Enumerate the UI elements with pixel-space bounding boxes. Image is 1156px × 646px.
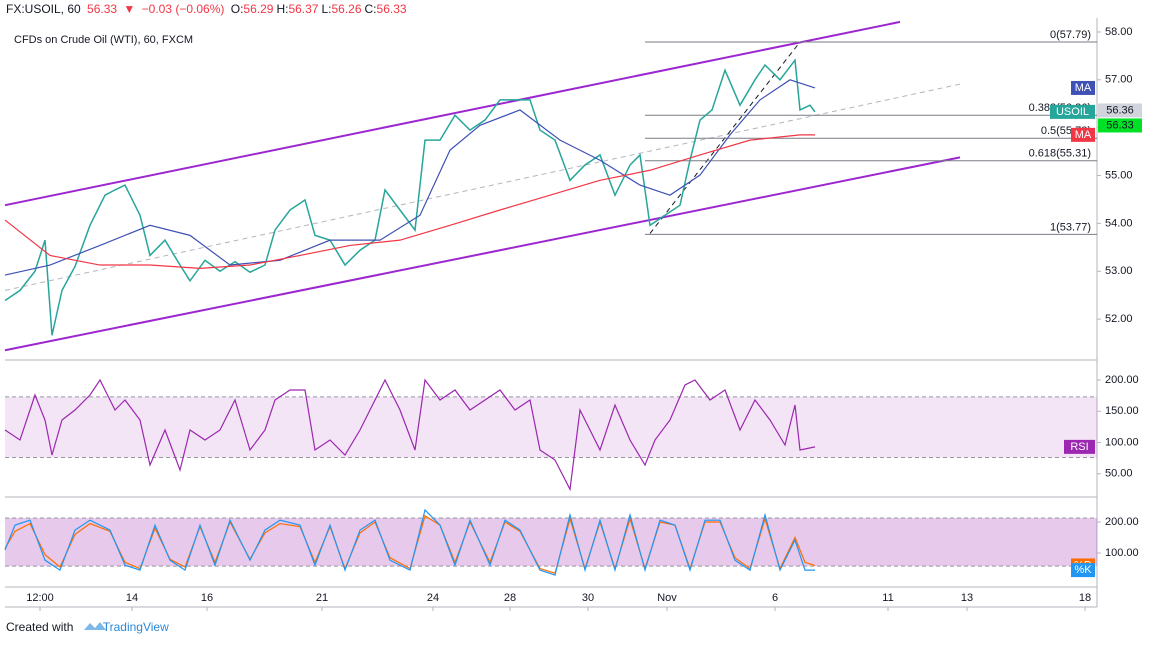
indicator-band [5, 517, 1097, 567]
tradingview-logo [84, 622, 106, 630]
y-tick-label: 200.00 [1105, 374, 1139, 386]
x-tick-label: 11 [882, 592, 893, 604]
series-tag: MA [1075, 82, 1092, 94]
y-tick-label: 57.00 [1105, 74, 1133, 86]
channel-line [4, 20, 901, 207]
change-arrow: ▼ [123, 2, 136, 16]
y-tick-label: 100.00 [1105, 547, 1139, 559]
ohlc-value: 56.37 [288, 2, 319, 16]
ohlc-key: L: [321, 2, 332, 16]
series-line [4, 378, 816, 492]
x-tick-label: 30 [582, 592, 594, 604]
ohlc: O:56.29 H:56.37 L:56.26 C:56.33 [231, 2, 410, 16]
symbol: FX:USOIL, 60 [6, 2, 81, 16]
x-tick-label: 13 [961, 592, 973, 604]
y-tick-label: 100.00 [1105, 436, 1139, 448]
series-line [4, 58, 816, 336]
x-tick-label: 16 [201, 592, 213, 604]
series-tag-bg [1071, 563, 1095, 578]
indicator-band [5, 396, 1097, 458]
price-tag-bg [1098, 118, 1142, 133]
y-tick-label: 200.00 [1105, 516, 1139, 528]
x-tick-label: 21 [316, 592, 328, 604]
y-tick-label: 52.00 [1105, 313, 1133, 325]
symbol-header: FX:USOIL, 60 56.33 ▼ −0.03 (−0.06%) O:56… [6, 2, 413, 16]
y-tick-label: 150.00 [1105, 405, 1139, 417]
channel-line [4, 156, 961, 352]
x-tick-label: 24 [427, 592, 439, 604]
series-tag: RSI [1070, 441, 1088, 453]
fib-label: 0.618(55.31) [1029, 148, 1091, 160]
y-tick-label: 55.00 [1105, 169, 1133, 181]
fib-label: 1(53.77) [1050, 221, 1091, 233]
x-tick-label: 12:00 [26, 592, 54, 604]
y-tick-label: 50.00 [1105, 468, 1133, 480]
series-tag-bg [1071, 80, 1095, 95]
x-tick-label: 6 [772, 592, 778, 604]
series-tag: %K [1074, 564, 1092, 576]
y-tick-label: 54.00 [1105, 217, 1133, 229]
footer: Created with TradingView [6, 620, 169, 634]
series-line [4, 134, 815, 269]
change: −0.03 (−0.06%) [141, 2, 225, 16]
footer-brand: TradingView [102, 620, 169, 634]
ohlc-value: 56.33 [376, 2, 407, 16]
ohlc-value: 56.26 [331, 2, 362, 16]
y-tick-label: 53.00 [1105, 265, 1133, 277]
series-line [4, 79, 816, 276]
price-tag-bg [1098, 103, 1142, 118]
ohlc-key: O: [230, 2, 244, 16]
trend-line-dashed [4, 83, 961, 291]
ohlc-key: H: [276, 2, 289, 16]
footer-prefix: Created with [6, 620, 74, 634]
x-tick-label: 14 [126, 592, 138, 604]
series-tag-bg [1050, 104, 1095, 119]
x-tick-label: Nov [657, 592, 677, 604]
price-tag: 56.36 [1106, 104, 1134, 116]
series-line [4, 508, 815, 576]
series-tag: MA [1075, 129, 1092, 141]
price-tag: 56.33 [1106, 119, 1134, 131]
series-tag: USOIL [1056, 106, 1089, 118]
ohlc-key: C: [364, 2, 377, 16]
series-tag-bg [1071, 127, 1095, 142]
last-price: 56.33 [87, 2, 118, 16]
fib-label: 0(57.79) [1050, 29, 1091, 41]
chart-title: CFDs on Crude Oil (WTI), 60, FXCM [14, 34, 193, 46]
ohlc-value: 56.29 [243, 2, 274, 16]
series-tag-bg [1064, 439, 1095, 454]
y-tick-label: 58.00 [1105, 26, 1133, 38]
x-tick-label: 18 [1079, 592, 1091, 604]
x-tick-label: 28 [504, 592, 516, 604]
